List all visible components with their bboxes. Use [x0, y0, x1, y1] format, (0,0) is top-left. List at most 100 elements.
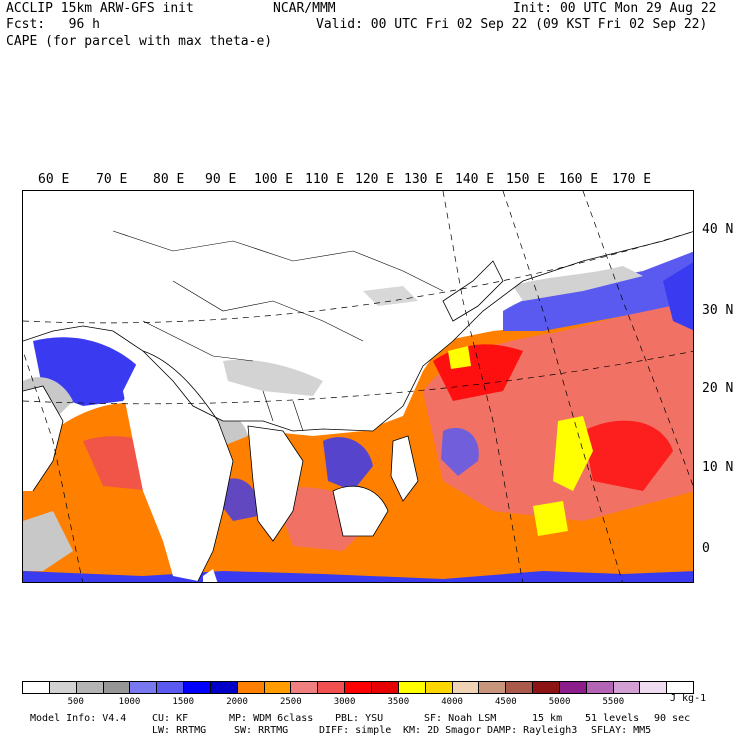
lon-label: 60 E: [38, 172, 70, 187]
levels: 51 levels: [585, 713, 640, 724]
colorbar-swatch: [586, 682, 614, 693]
blue-fringe: [503, 251, 693, 331]
colorbar-swatch: [210, 682, 238, 693]
colorbar-swatch: [345, 682, 372, 693]
field-title: CAPE (for parcel with max theta-e): [6, 34, 273, 49]
ocean-cape-yellow: [553, 416, 593, 491]
cape-map: [22, 190, 694, 583]
model-title: ACCLIP 15km ARW-GFS init: [6, 1, 194, 16]
colorbar-swatch: [613, 682, 641, 693]
land-asia: [23, 191, 693, 431]
grid-line: [502, 191, 623, 582]
colorbar-swatch: [506, 682, 534, 693]
lon-label: 140 E: [455, 172, 495, 187]
coastline: [390, 435, 419, 502]
sw-scheme: SW: RRTMG: [234, 725, 289, 736]
lon-label: 100 E: [254, 172, 294, 187]
km-scheme: KM: 2D Smagor: [403, 725, 482, 736]
colorbar-swatch: [667, 682, 694, 693]
colorbar-swatch: [425, 682, 453, 693]
coastline: [332, 485, 389, 537]
colorbar-label: 5500: [602, 697, 625, 707]
ocean-cape-high: [423, 301, 693, 521]
colorbar-swatch: [157, 682, 185, 693]
colorbar-label: 1500: [172, 697, 195, 707]
colorbar-label: 3500: [387, 697, 410, 707]
lon-label: 120 E: [355, 172, 395, 187]
grid-line: [23, 350, 83, 582]
resolution: 15 km: [532, 713, 563, 724]
ocean-cape-red: [583, 420, 673, 491]
colorbar-swatch: [371, 682, 399, 693]
colorbar-swatch: [49, 682, 77, 693]
country-border: [172, 280, 364, 342]
coastline: [23, 231, 693, 432]
lon-label: 70 E: [96, 172, 128, 187]
damp-scheme: DAMP: Rayleigh3: [487, 725, 578, 736]
land-sri-lanka: [203, 569, 218, 582]
forecast-hour: Fcst: 96 h: [6, 17, 100, 32]
lon-label: 160 E: [559, 172, 599, 187]
colorbar-swatch: [76, 682, 104, 693]
colorbar-swatch: [479, 682, 507, 693]
sf-scheme: SF: Noah LSM: [424, 713, 497, 724]
ocean-cape-yellow: [448, 346, 471, 369]
grid-line: [442, 191, 523, 582]
pbl-scheme: PBL: YSU: [335, 713, 384, 724]
gray-band: [513, 266, 643, 301]
lon-label: 110 E: [305, 172, 345, 187]
map-canvas: [23, 191, 693, 582]
country-border: [112, 230, 444, 292]
colorbar: [22, 681, 694, 694]
colorbar-swatch: [318, 682, 346, 693]
init-time: Init: 00 UTC Mon 29 Aug 22: [513, 1, 717, 16]
lat-label: 0: [702, 541, 710, 556]
colorbar-label: 4000: [441, 697, 463, 707]
cu-scheme: CU: KF: [152, 713, 189, 724]
mp-scheme: MP: WDM 6class: [229, 713, 314, 724]
lat-label: 10 N: [702, 460, 734, 475]
blue-fringe: [441, 427, 479, 476]
colorbar-label: 3000: [333, 697, 356, 707]
country-border: [262, 390, 304, 432]
colorbar-swatch: [130, 682, 158, 693]
colorbar-label: 1000: [118, 697, 141, 707]
colorbar-label: 4500: [494, 697, 517, 707]
lon-label: 170 E: [612, 172, 652, 187]
lat-label: 40 N: [702, 222, 734, 237]
organization-label: NCAR/MMM: [273, 1, 336, 16]
land-japan: [443, 261, 503, 321]
colorbar-label: 2000: [226, 697, 248, 707]
diff-scheme: DIFF: simple: [319, 725, 392, 736]
grid-line: [582, 191, 693, 487]
colorbar-swatch: [237, 682, 265, 693]
colorbar-swatch: [23, 682, 50, 693]
lon-label: 80 E: [153, 172, 185, 187]
sflay-scheme: SFLAY: MM5: [591, 725, 652, 736]
colorbar-swatch: [559, 682, 587, 693]
land-india: [123, 351, 233, 581]
colorbar-units: J kg-1: [670, 693, 707, 704]
blue-fringe: [218, 478, 259, 521]
gray-land-patch: [363, 286, 418, 306]
coastline: [23, 385, 64, 492]
colorbar-swatch: [184, 682, 211, 693]
coastline: [142, 350, 234, 582]
country-border: [142, 320, 254, 362]
grid-line: [23, 351, 693, 405]
coastline: [247, 425, 304, 542]
lon-label: 130 E: [404, 172, 444, 187]
colorbar-swatch: [640, 682, 668, 693]
land-indochina: [248, 426, 303, 541]
coastline: [442, 260, 504, 322]
land-borneo: [333, 486, 388, 536]
land-arabia: [23, 386, 63, 491]
colorbar-swatch: [264, 682, 292, 693]
ocean-cape-yellow: [533, 501, 568, 536]
lon-label: 150 E: [506, 172, 546, 187]
colorbar-swatch: [452, 682, 480, 693]
lw-scheme: LW: RRTMG: [152, 725, 207, 736]
colorbar-swatch: [103, 682, 131, 693]
colorbar-swatch: [398, 682, 426, 693]
lat-label: 20 N: [702, 381, 734, 396]
